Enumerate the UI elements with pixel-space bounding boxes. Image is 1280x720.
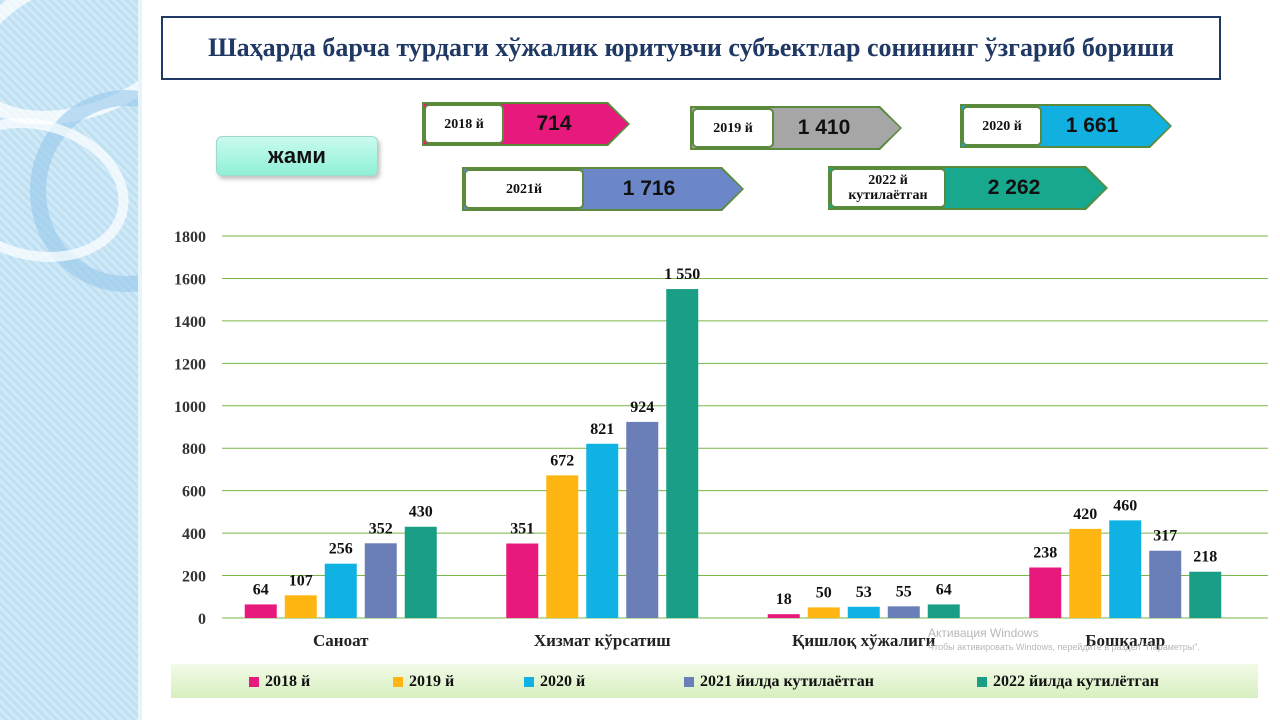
legend-item: 2020 й xyxy=(524,673,585,691)
page-title: Шаҳарда барча турдаги хўжалик юритувчи с… xyxy=(208,33,1174,62)
bar xyxy=(1149,550,1182,618)
legend-label: 2019 й xyxy=(409,673,455,690)
data-label: 317 xyxy=(1153,528,1177,545)
legend-item: 2018 й xyxy=(249,673,310,691)
data-label: 55 xyxy=(896,583,912,600)
data-label: 238 xyxy=(1033,544,1057,561)
total-tag-year: 2021й xyxy=(464,169,584,209)
bar xyxy=(404,526,437,618)
legend-label: 2020 й xyxy=(540,673,586,690)
legend-item: 2019 й xyxy=(393,673,454,691)
y-tick-label: 0 xyxy=(198,611,206,628)
bar xyxy=(1069,528,1102,618)
bar xyxy=(767,614,800,618)
bar xyxy=(546,475,579,618)
total-label-box: жами xyxy=(216,136,378,176)
data-label: 420 xyxy=(1073,506,1097,523)
legend-swatch-2019 xyxy=(393,677,403,687)
y-tick-label: 600 xyxy=(182,484,206,501)
bar xyxy=(626,421,659,618)
total-tag-value: 1 410 xyxy=(797,116,851,139)
data-label: 460 xyxy=(1113,497,1137,514)
total-tag-2019: 2019 й 1 410 xyxy=(690,106,902,150)
legend-label: 2021 йилда кутилаётган xyxy=(700,673,874,690)
total-tag-year: 2019 й xyxy=(692,108,774,148)
bar xyxy=(364,543,397,618)
legend-swatch-2022 xyxy=(977,677,987,687)
data-label: 64 xyxy=(936,581,952,598)
total-tag-2018: 2018 й 714 xyxy=(422,102,630,146)
total-tag-2021: 2021й 1 716 xyxy=(462,167,744,211)
bar xyxy=(586,443,619,618)
data-label: 107 xyxy=(289,572,313,589)
data-label: 351 xyxy=(510,521,534,538)
data-label: 50 xyxy=(816,584,832,601)
data-label: 256 xyxy=(329,541,353,558)
watermark-line1: Активация Windows xyxy=(928,626,1039,640)
x-category-label: Қишлоқ хўжалиги xyxy=(792,631,936,650)
y-tick-label: 400 xyxy=(182,526,206,543)
bar xyxy=(1189,571,1222,618)
total-tag-value: 1 661 xyxy=(1065,114,1119,137)
total-tag-year: 2018 й xyxy=(424,104,504,144)
total-label: жами xyxy=(268,143,326,168)
y-tick-label: 800 xyxy=(182,441,206,458)
legend-label: 2018 й xyxy=(265,673,311,690)
x-category-label: Бошқалар xyxy=(1085,631,1165,650)
y-tick-label: 1800 xyxy=(174,229,206,246)
y-tick-label: 1200 xyxy=(174,356,206,373)
bar xyxy=(666,289,699,618)
decorative-side-panel xyxy=(0,0,142,720)
total-tag-value: 714 xyxy=(536,112,572,135)
data-label: 672 xyxy=(550,452,574,469)
title-box: Шаҳарда барча турдаги хўжалик юритувчи с… xyxy=(161,16,1221,80)
data-label: 821 xyxy=(590,421,614,438)
total-tag-value: 1 716 xyxy=(622,177,676,200)
total-tag-year: 2020 й xyxy=(962,106,1042,146)
y-tick-label: 1600 xyxy=(174,271,206,288)
legend-label: 2022 йилда кутилётган xyxy=(993,673,1159,690)
chart-legend: 2018 й 2019 й 2020 й 2021 йилда кутилаёт… xyxy=(171,664,1258,698)
bar xyxy=(506,543,539,618)
data-label: 430 xyxy=(409,504,433,521)
bar xyxy=(244,604,277,618)
windows-activation-watermark: Активация Windows Чтобы активировать Win… xyxy=(928,626,1200,652)
bar xyxy=(284,595,317,618)
data-label: 64 xyxy=(253,581,269,598)
data-label: 218 xyxy=(1193,549,1217,566)
y-tick-label: 1400 xyxy=(174,314,206,331)
data-label: 18 xyxy=(776,591,792,608)
bar xyxy=(1029,567,1062,618)
legend-swatch-2018 xyxy=(249,677,259,687)
bar xyxy=(927,604,960,618)
data-label: 924 xyxy=(630,399,654,416)
bar xyxy=(847,606,880,618)
total-tag-2022: 2022 й кутилаётган 2 262 xyxy=(828,166,1108,210)
data-label: 53 xyxy=(856,584,872,601)
bar xyxy=(807,607,840,618)
legend-swatch-2020 xyxy=(524,677,534,687)
bar xyxy=(887,606,920,618)
legend-swatch-2021 xyxy=(684,677,694,687)
bar-chart: 0 200 400 600 800 1000 1200 1400 1600 1800 64 107 25… xyxy=(174,229,1268,650)
legend-item: 2021 йилда кутилаётган xyxy=(684,673,874,691)
watermark-line2: Чтобы активировать Windows, перейдите в … xyxy=(928,642,1200,652)
y-tick-label: 1000 xyxy=(174,399,206,416)
total-tag-value: 2 262 xyxy=(987,176,1041,199)
y-tick-label: 200 xyxy=(182,569,206,586)
x-category-label: Саноат xyxy=(313,631,369,650)
data-label: 352 xyxy=(369,520,393,537)
data-label: 1 550 xyxy=(664,266,700,283)
legend-item: 2022 йилда кутилётган xyxy=(977,673,1159,691)
bar xyxy=(1109,520,1142,618)
total-tag-2020: 2020 й 1 661 xyxy=(960,104,1172,148)
x-category-label: Хизмат кўрсатиш xyxy=(534,631,671,650)
bar xyxy=(324,563,357,618)
total-tag-year: 2022 й кутилаётган xyxy=(830,168,946,208)
